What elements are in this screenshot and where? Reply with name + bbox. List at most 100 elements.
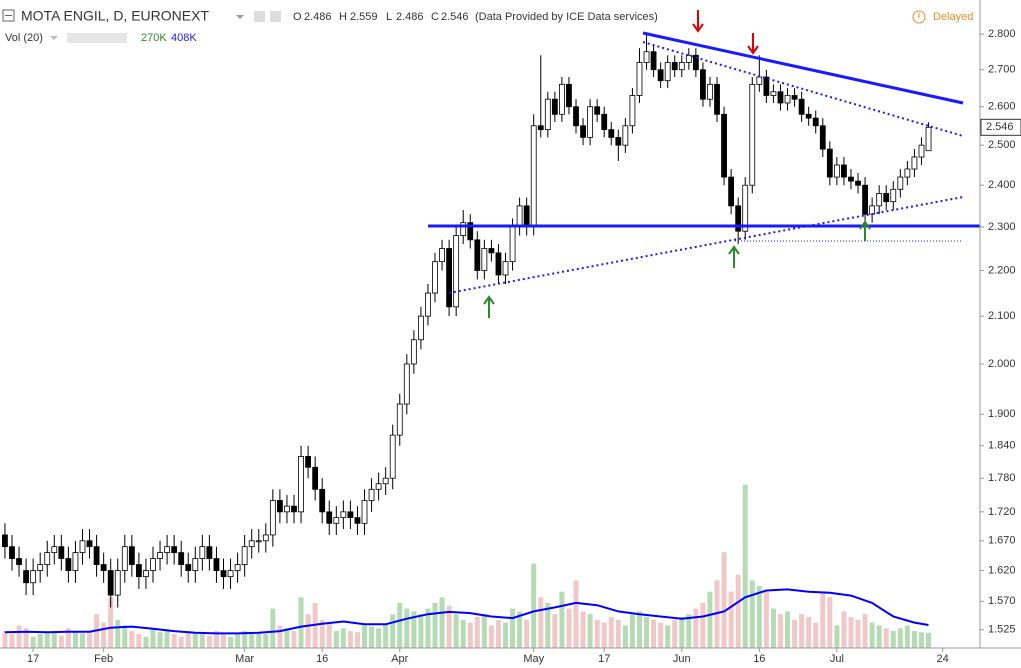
candle-body [93, 546, 100, 565]
x-tick-label: Jul [830, 653, 844, 665]
y-tick-label: 2.700 [988, 64, 1016, 76]
volume-bar [418, 614, 424, 648]
candle-body [234, 564, 241, 571]
volume-bar [813, 622, 819, 648]
x-tick-label: Jun [673, 653, 691, 665]
y-tick-label: 1.525 [988, 624, 1016, 636]
volume-bar [333, 631, 339, 648]
candle-body [784, 95, 791, 104]
candle-body [213, 558, 220, 571]
candle-body [770, 91, 777, 96]
volume-bar [108, 597, 114, 648]
candle-body [530, 125, 537, 228]
x-tick-label: 16 [316, 653, 328, 665]
volume-bar [531, 563, 537, 648]
candle-body [220, 570, 227, 578]
volume-bar [354, 632, 360, 648]
volume-bar [157, 632, 163, 648]
candle-body [51, 546, 58, 553]
volume-bar [601, 622, 607, 648]
volume-bar [700, 602, 706, 648]
candle-body [685, 54, 692, 63]
volume-bar [249, 632, 255, 648]
candle-body [735, 205, 742, 232]
volume-bar [235, 634, 241, 648]
candle-body [728, 176, 735, 207]
volume-bar [587, 614, 593, 648]
candle-body [241, 546, 248, 565]
candle-body [23, 570, 29, 584]
candle-body [403, 363, 410, 405]
candle-body [453, 235, 460, 308]
volume-bar [862, 614, 868, 648]
ohlc-letter: C [431, 11, 439, 23]
y-tick-label: 2.400 [988, 179, 1016, 191]
volume-bar [178, 636, 184, 648]
volume-bar [432, 602, 438, 648]
candle-body [763, 76, 770, 96]
volume-value: 270K [141, 32, 167, 44]
y-tick-label: 1.670 [988, 535, 1016, 547]
candle-body [248, 540, 255, 548]
trend-dotted [642, 41, 964, 137]
candle-body [425, 292, 431, 317]
y-tick-label: 1.720 [988, 506, 1016, 518]
volume-bar [291, 631, 297, 648]
candle-body [375, 483, 382, 490]
volume-bar [439, 597, 445, 648]
volume-bar [792, 619, 798, 648]
volume-bar [44, 631, 50, 648]
candle-body [502, 261, 509, 276]
candle-body [157, 552, 163, 559]
volume-bar [263, 633, 269, 648]
candle-body [566, 83, 572, 108]
candle-body [495, 252, 502, 276]
volume-bar [827, 597, 833, 648]
ohlc-letter: H [339, 11, 347, 23]
candle-body [460, 222, 467, 236]
candle-body [643, 51, 650, 63]
volume-bar [848, 617, 854, 648]
candle-body [114, 570, 121, 596]
volume-bar [425, 608, 431, 648]
x-tick-label: May [523, 653, 544, 665]
volume-bar [785, 611, 791, 648]
icon[interactable] [270, 11, 281, 22]
candle-body [481, 248, 488, 271]
y-tick-label: 1.900 [988, 408, 1016, 420]
volume-bar [143, 636, 149, 648]
y-tick-label: 2.800 [988, 28, 1016, 40]
candle-body [742, 184, 749, 232]
candle-body [284, 505, 290, 513]
volume-bar [926, 632, 932, 648]
dropdown[interactable] [50, 36, 58, 40]
x-tick-label: 17 [27, 653, 39, 665]
dropdown[interactable] [236, 15, 244, 19]
candle-body [805, 113, 812, 119]
candle-body [396, 403, 403, 436]
candle-body [488, 248, 495, 254]
candle-body [305, 456, 312, 468]
axes: 1.525 1.570 1.620 1.670 1.720 1.780 1.840 1.900… [27, 28, 1021, 665]
ohlc-value: 2.486 [304, 11, 332, 23]
candle-body [721, 113, 727, 178]
collapse-icon[interactable] [2, 9, 15, 22]
volume-bar [192, 632, 198, 648]
candle-body [664, 62, 671, 82]
volume-bar [503, 622, 509, 648]
volume-bar [658, 622, 664, 648]
candle-body [897, 176, 904, 190]
symbol-title: MOTA ENGIL, D, EURONEXT [21, 8, 209, 24]
volume-bar [883, 628, 889, 648]
candle-body [291, 505, 297, 513]
candle-body [544, 98, 551, 131]
candle-body [883, 193, 890, 203]
volume-bar [841, 611, 847, 648]
candle-body [911, 156, 918, 170]
candle-body [340, 511, 347, 518]
volume-bar [566, 608, 572, 648]
icon[interactable] [254, 11, 265, 22]
candle-body [904, 168, 911, 178]
volume-bar [608, 617, 614, 648]
icons[interactable] [67, 33, 127, 43]
